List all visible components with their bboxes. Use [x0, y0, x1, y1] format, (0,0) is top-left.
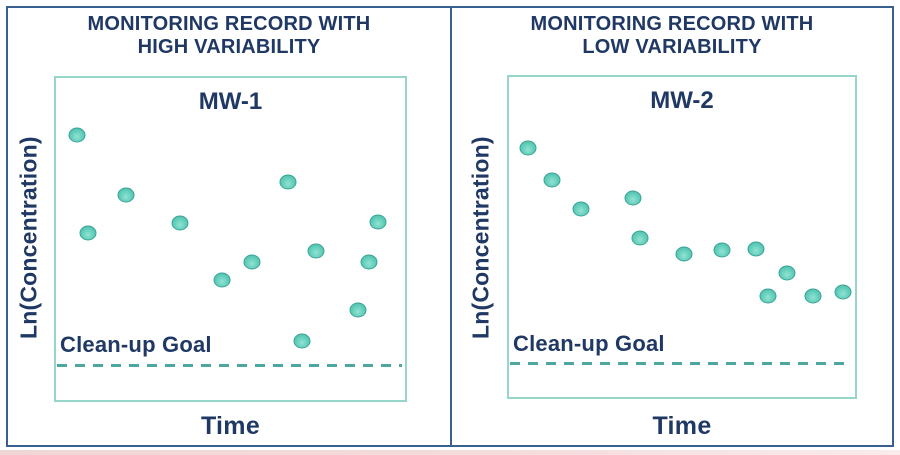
data-point — [79, 225, 97, 241]
data-point — [293, 333, 311, 349]
plot-area-mw1: MW-1 Clean-up Goal — [54, 76, 407, 402]
cleanup-goal-line-mw1 — [57, 363, 402, 367]
data-point — [360, 254, 378, 270]
data-point — [759, 288, 777, 304]
data-point — [349, 302, 367, 318]
panel-high-variability: MONITORING RECORD WITH HIGH VARIABILITY … — [6, 6, 452, 447]
data-point — [624, 190, 642, 206]
panel-title-line2: HIGH VARIABILITY — [137, 36, 321, 58]
data-point — [307, 243, 325, 259]
cleanup-goal-line-mw2 — [510, 362, 852, 366]
panel-low-variability: MONITORING RECORD WITH LOW VARIABILITY L… — [450, 6, 894, 447]
data-point — [675, 246, 693, 262]
data-point — [171, 215, 189, 231]
well-label-mw2: MW-2 — [650, 87, 714, 114]
panel-title-high: MONITORING RECORD WITH HIGH VARIABILITY — [8, 13, 450, 59]
data-point — [572, 201, 590, 217]
plot-area-mw2: MW-2 Clean-up Goal — [507, 75, 857, 399]
cleanup-goal-label-mw2: Clean-up Goal — [513, 331, 665, 356]
panel-title-line1: MONITORING RECORD WITH — [87, 13, 371, 35]
panel-title-line1: MONITORING RECORD WITH — [530, 13, 814, 35]
well-label-mw1: MW-1 — [198, 88, 263, 115]
x-axis-label-mw2: Time — [652, 412, 712, 440]
scatter-series-mw1 — [56, 78, 405, 400]
cleanup-goal-label-mw1: Clean-up Goal — [60, 332, 212, 357]
data-point — [117, 187, 135, 203]
data-point — [778, 265, 796, 281]
data-point — [68, 127, 86, 143]
cropped-pink-strip — [0, 450, 900, 455]
y-axis-label-mw2: Ln(Concentration) — [467, 136, 494, 340]
panel-title-line2: LOW VARIABILITY — [582, 36, 762, 58]
panel-title-low: MONITORING RECORD WITH LOW VARIABILITY — [452, 13, 892, 59]
data-point — [519, 140, 537, 156]
data-point — [804, 288, 822, 304]
data-point — [713, 242, 731, 258]
data-point — [279, 174, 297, 190]
data-point — [213, 272, 231, 288]
x-axis-label-mw1: Time — [200, 412, 261, 440]
data-point — [834, 284, 852, 300]
y-axis-label-mw1: Ln(Concentration) — [15, 136, 42, 340]
data-point — [631, 230, 649, 246]
data-point — [747, 241, 765, 257]
data-point — [543, 172, 561, 188]
scatter-series-mw2 — [509, 77, 855, 397]
data-point — [369, 214, 387, 230]
data-point — [243, 254, 261, 270]
